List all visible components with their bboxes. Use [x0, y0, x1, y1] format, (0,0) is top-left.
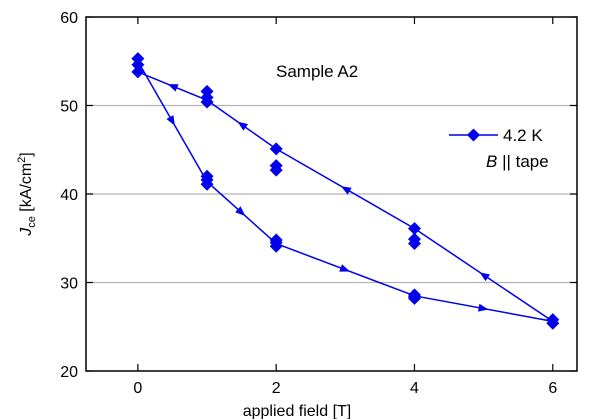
x-tick-label-0: 0: [133, 380, 142, 397]
y-axis-label: Jce [kA/cm2]: [16, 152, 38, 237]
series-line-increasing-arrow-2: [339, 264, 350, 272]
x-tick-label-6: 6: [548, 380, 557, 397]
data-point-9: [269, 142, 283, 156]
data-point-11: [269, 163, 283, 177]
legend-condition: B || tape: [486, 152, 549, 171]
sample-annotation: Sample A2: [276, 62, 358, 81]
data-markers: [131, 52, 560, 330]
series-line-increasing-arrow-1: [235, 206, 246, 216]
y-tick-label-50: 50: [60, 99, 78, 116]
legend-entry: 4.2 K: [503, 126, 543, 145]
legend: 4.2 K B || tape: [449, 126, 549, 171]
y-tick-label-60: 60: [60, 10, 78, 27]
x-axis-label: applied field [T]: [243, 403, 352, 419]
y-tick-label-20: 20: [60, 364, 78, 381]
x-tick-labels: 0 2 4 6: [133, 380, 557, 397]
series-line-decreasing-arrow-0: [479, 272, 490, 282]
data-point-20: [407, 291, 421, 305]
plot-frame: [85, 16, 578, 372]
x-tick-label-2: 2: [272, 380, 281, 397]
series-line-decreasing-arrow-3: [167, 84, 179, 92]
data-point-14: [269, 239, 283, 253]
data-point-22: [546, 316, 560, 330]
data-point-15: [407, 222, 421, 236]
y-tick-label-30: 30: [60, 276, 78, 293]
data-point-2: [131, 65, 145, 79]
series-line-increasing-arrow-0: [166, 115, 175, 126]
series-line-decreasing-arrow-1: [340, 186, 352, 195]
data-point-8: [200, 177, 214, 191]
x-tick-label-4: 4: [410, 380, 419, 397]
series-line-decreasing-arrow-2: [237, 121, 248, 131]
y-tick-label-40: 40: [60, 187, 78, 204]
data-point-5: [200, 95, 214, 109]
data-point-17: [407, 237, 421, 251]
series-line-decreasing: [137, 71, 554, 323]
direction-arrows: [166, 84, 490, 312]
series-line-increasing-arrow-3: [477, 303, 489, 312]
data-point-1: [131, 58, 145, 72]
y-tick-labels: 20 30 40 50 60: [60, 10, 78, 381]
legend-marker: [467, 128, 480, 142]
